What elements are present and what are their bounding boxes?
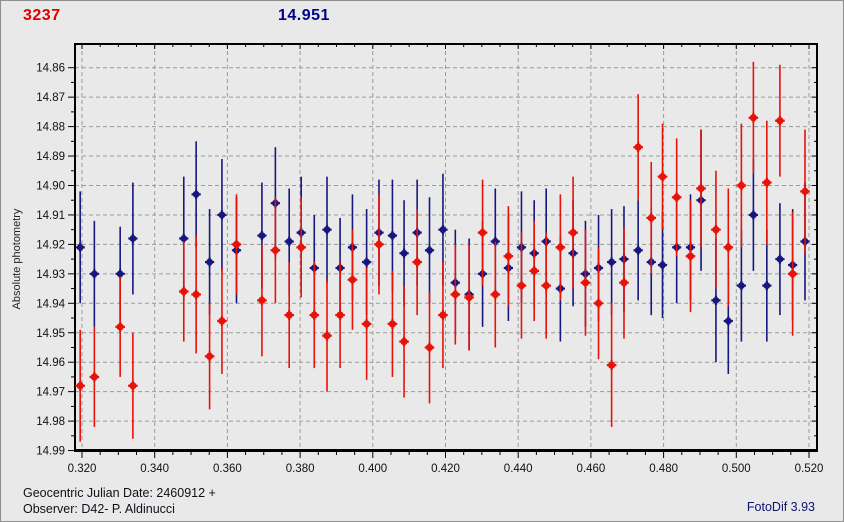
svg-text:0.420: 0.420 [431,463,460,475]
svg-text:0.520: 0.520 [795,463,824,475]
svg-text:0.320: 0.320 [68,463,97,475]
svg-text:0.340: 0.340 [140,463,169,475]
svg-text:14.95: 14.95 [36,328,65,340]
app-version-label: FotoDif 3.93 [746,500,815,514]
svg-text:14.92: 14.92 [36,239,65,251]
svg-text:0.440: 0.440 [504,463,533,475]
svg-text:0.400: 0.400 [358,463,387,475]
svg-text:14.91: 14.91 [36,210,65,222]
svg-text:14.94: 14.94 [36,298,65,310]
svg-text:0.480: 0.480 [649,463,678,475]
svg-text:14.99: 14.99 [36,446,65,458]
julian-date-label: Geocentric Julian Date: 2460912 + [23,486,216,500]
svg-text:14.96: 14.96 [36,357,65,369]
svg-text:0.460: 0.460 [577,463,606,475]
lightcurve-plot: 0.320 0.340 0.360 0.380 0.400 0.420 0.440 0.460… [36,43,824,475]
object-number: 3237 [23,7,61,24]
svg-text:0.500: 0.500 [722,463,751,475]
svg-text:14.93: 14.93 [36,269,65,281]
svg-text:14.89: 14.89 [36,151,65,163]
svg-text:0.360: 0.360 [213,463,242,475]
svg-text:14.90: 14.90 [36,181,65,193]
svg-text:0.380: 0.380 [286,463,315,475]
observer-label: Observer: D42- P. Aldinucci [23,502,175,516]
mean-magnitude-value: 14.951 [278,7,330,24]
svg-text:14.98: 14.98 [36,416,65,428]
svg-text:14.87: 14.87 [36,92,65,104]
svg-text:14.97: 14.97 [36,387,65,399]
svg-text:14.88: 14.88 [36,122,65,134]
svg-text:14.86: 14.86 [36,63,65,75]
